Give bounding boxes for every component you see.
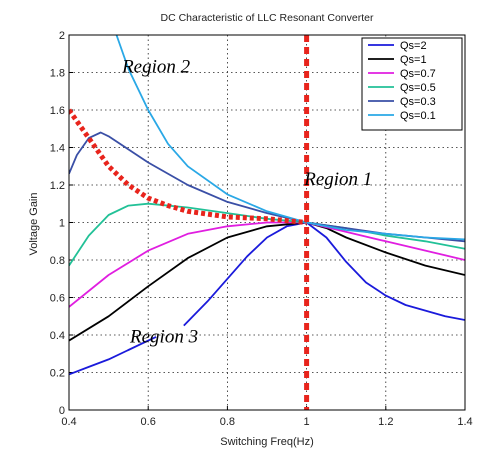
legend-entry: Qs=0.3 (400, 96, 436, 108)
x-tick-label: 0.8 (220, 416, 235, 428)
y-tick-label: 1.6 (50, 105, 65, 117)
y-axis-title: Voltage Gain (28, 193, 40, 256)
plot-area: 0.4 0.6 0.8 1 1.2 1.4 0 0.2 0.4 0.6 0.8 1 1.2 1.4 1.6 1… (50, 30, 473, 428)
legend-entry: Qs=1 (400, 54, 427, 66)
region-label: Region 2 (121, 57, 191, 78)
y-tick-label: 2 (59, 30, 65, 42)
plot-frame (68, 34, 466, 411)
x-axis-title: Switching Freq(Hz) (220, 436, 314, 448)
x-tick-label: 0.4 (61, 416, 76, 428)
region-label: Region 1 (303, 169, 372, 190)
x-tick-label: 0.6 (141, 416, 156, 428)
series-line (183, 221, 465, 327)
series-line (69, 336, 157, 376)
series-line (69, 202, 465, 267)
y-tick-label: 0.2 (50, 368, 65, 380)
series-line (69, 221, 465, 342)
y-tick-label: 0.8 (50, 255, 65, 267)
y-tick-label: 1.8 (50, 68, 65, 80)
x-tick-label: 1 (304, 416, 310, 428)
y-tick-label: 0.4 (50, 330, 65, 342)
series-line (115, 35, 465, 241)
series-line (69, 221, 465, 308)
region-label: Region 3 (129, 327, 198, 348)
x-tick-label: 1.2 (378, 416, 393, 428)
chart-title: DC Characteristic of LLC Resonant Conver… (160, 12, 374, 24)
y-tick-label: 0 (59, 405, 65, 417)
legend-entry: Qs=0.7 (400, 68, 436, 80)
legend-entry: Qs=0.5 (400, 82, 436, 94)
legend-entry: Qs=0.1 (400, 110, 436, 122)
y-tick-label: 1.4 (50, 143, 65, 155)
y-tick-label: 1.2 (50, 180, 65, 192)
x-tick-label: 1.4 (457, 416, 472, 428)
y-tick-label: 0.6 (50, 293, 65, 305)
region-boundary-curve (69, 108, 307, 225)
legend-entry: Qs=2 (400, 40, 427, 52)
y-tick-label: 1 (59, 218, 65, 230)
